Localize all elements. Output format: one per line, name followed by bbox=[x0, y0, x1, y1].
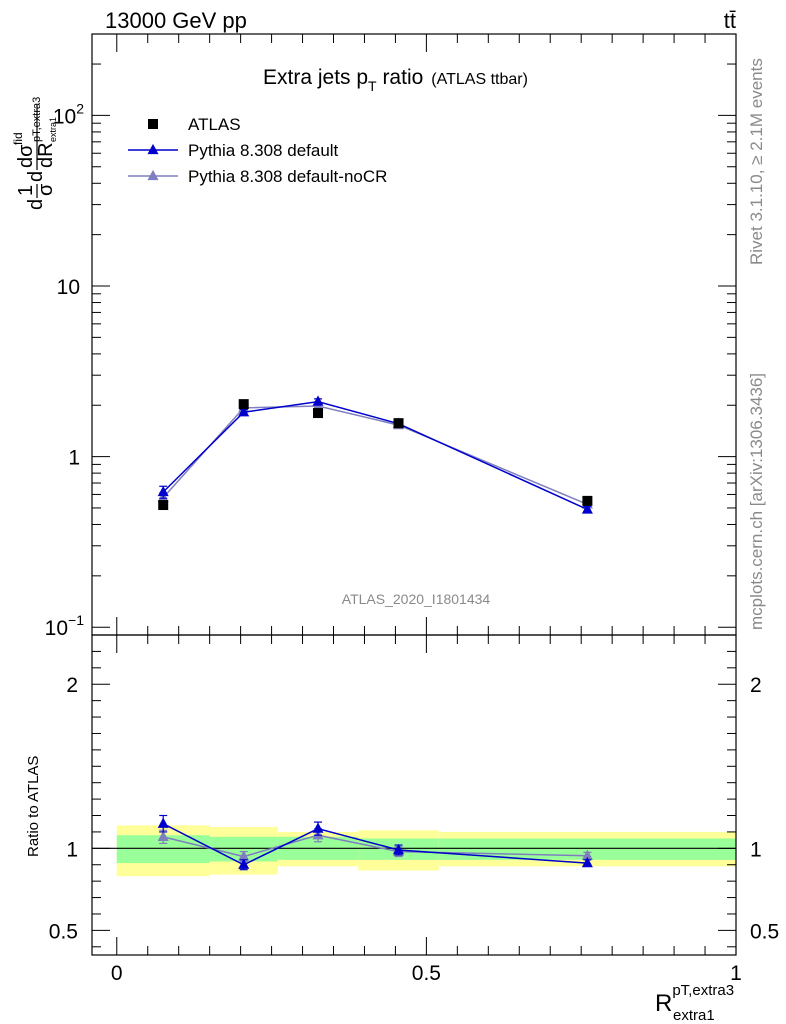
ratio-xlabel-sub: extra1 bbox=[673, 1007, 715, 1024]
main-line-1 bbox=[162, 400, 588, 511]
ratio-ytick-label-right-0: 0.5 bbox=[750, 920, 779, 943]
ratio-ytick-label-right-1: 1 bbox=[750, 838, 762, 861]
svg-text:dR: dR bbox=[35, 142, 57, 168]
svg-text:fid: fid bbox=[11, 132, 25, 145]
ratio-point-1-0 bbox=[157, 830, 169, 841]
legend-label-1: Pythia 8.308 default bbox=[188, 141, 339, 160]
ratio-point-0-1 bbox=[238, 858, 250, 869]
ratio-ytick-label-left-1: 1 bbox=[66, 838, 78, 861]
mcplots-label: mcplots.cern.ch [arXiv:1306.3436] bbox=[747, 373, 766, 630]
svg-text:d: d bbox=[25, 199, 47, 210]
ratio-xtick-label-2: 1 bbox=[730, 962, 742, 985]
ratio-frame bbox=[91, 634, 737, 956]
ratio-ytick-label-left-0: 0.5 bbox=[49, 920, 78, 943]
ratio-point-0-2 bbox=[312, 822, 324, 833]
header-left: 13000 GeV pp bbox=[105, 8, 247, 33]
legend-marker-2 bbox=[147, 169, 159, 181]
svg-text:σ: σ bbox=[35, 183, 57, 196]
main-point-1-2 bbox=[312, 395, 324, 406]
rivet-label: Rivet 3.1.10, ≥ 2.1M events bbox=[747, 58, 766, 265]
main-point-1-4 bbox=[581, 503, 593, 514]
main-line-2 bbox=[162, 405, 588, 506]
ratio-point-0-3 bbox=[393, 843, 405, 855]
main-point-data-3 bbox=[393, 418, 404, 429]
main-point-data-0 bbox=[158, 500, 169, 511]
main-ytick-label-2: 10 bbox=[57, 276, 80, 299]
ratio-xlabel: RpT,extra3 bbox=[655, 982, 734, 1017]
main-ytick-label-3: 102 bbox=[53, 100, 84, 128]
main-ytick-label-1: 1 bbox=[68, 447, 80, 470]
main-point-data-1 bbox=[238, 399, 249, 410]
svg-text:1: 1 bbox=[15, 185, 37, 196]
main-title: Extra jets pT ratio (ATLAS ttbar) bbox=[263, 66, 528, 94]
ratio-xtick-label-0: 0 bbox=[111, 962, 123, 985]
legend: ATLAS Pythia 8.308 default Pythia 8.308 de… bbox=[128, 115, 387, 186]
ratio-ytick-label-left-2: 2 bbox=[66, 674, 78, 697]
legend-marker-1 bbox=[147, 143, 159, 155]
main-ytick-label-0: 10−1 bbox=[45, 612, 85, 640]
ratio-ytick-label-right-2: 2 bbox=[750, 674, 762, 697]
main-point-data-4 bbox=[582, 495, 593, 506]
ratio-point-1-1 bbox=[238, 850, 250, 861]
ratio-point-0-4 bbox=[581, 856, 593, 868]
svg-text:extra1: extra1 bbox=[48, 117, 58, 142]
legend-marker-0 bbox=[148, 119, 158, 129]
ratio-point-0-0 bbox=[157, 817, 169, 828]
analysis-watermark: ATLAS_2020_I1801434 bbox=[342, 591, 491, 607]
legend-label-0: ATLAS bbox=[188, 115, 241, 134]
ratio-ylabel: Ratio to ATLAS bbox=[25, 756, 42, 857]
ratio-point-1-4 bbox=[581, 849, 593, 860]
legend-label-2: Pythia 8.308 default-noCR bbox=[188, 167, 387, 186]
main-point-1-1 bbox=[238, 406, 250, 417]
svg-text:dσ: dσ bbox=[15, 144, 37, 168]
ratio-plot: 0.5 0.5 1 1 2 2 0 0.5 1 bbox=[49, 634, 779, 985]
ratio-xtick-label-1: 0.5 bbox=[412, 962, 441, 985]
svg-text:d: d bbox=[25, 171, 47, 182]
main-point-1-0 bbox=[157, 485, 169, 497]
main-point-data-2 bbox=[313, 408, 324, 419]
main-ylabel: d 1 σ d dσ fid dR pT,extra3 extra1 bbox=[11, 97, 58, 210]
header-right: tt̄ bbox=[724, 8, 736, 33]
